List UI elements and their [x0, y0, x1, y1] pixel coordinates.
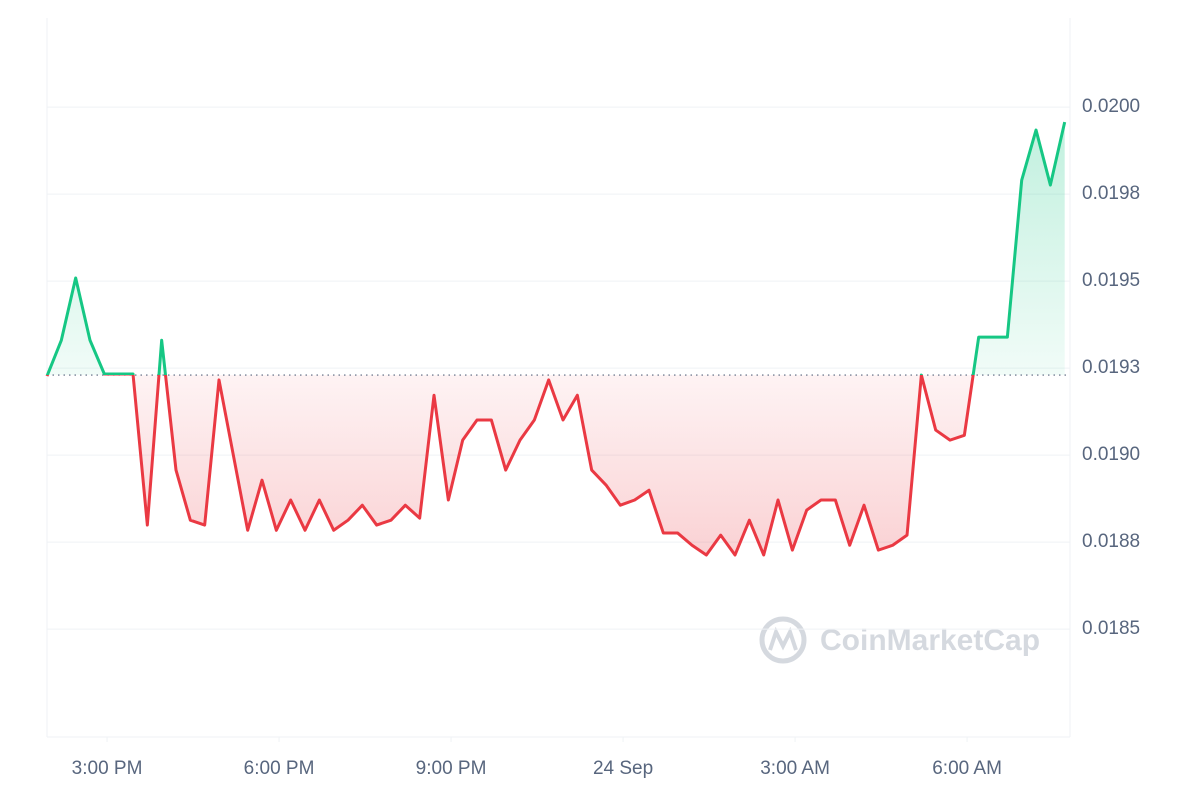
watermark-logo [759, 616, 807, 664]
y-tick-label: 0.0195 [1082, 270, 1140, 291]
x-tick-label: 3:00 AM [760, 758, 830, 779]
y-tick-label: 0.0185 [1082, 618, 1140, 639]
area [47, 122, 1065, 555]
x-tick-label: 3:00 PM [72, 758, 143, 779]
watermark: CoinMarketCap [759, 616, 1040, 664]
x-tick-label: 24 Sep [593, 758, 653, 779]
y-tick-label: 0.0198 [1082, 183, 1140, 204]
watermark-logo-mark [768, 626, 798, 651]
y-tick-label: 0.0200 [1082, 96, 1140, 117]
x-tick-label: 9:00 PM [416, 758, 487, 779]
y-tick-label: 0.0188 [1082, 531, 1140, 552]
x-tick-label: 6:00 AM [932, 758, 1002, 779]
y-tick-label: 0.0190 [1082, 444, 1140, 465]
y-tick-label: 0.0193 [1082, 357, 1140, 378]
x-tick-label: 6:00 PM [244, 758, 315, 779]
price-line [45, 121, 1067, 557]
